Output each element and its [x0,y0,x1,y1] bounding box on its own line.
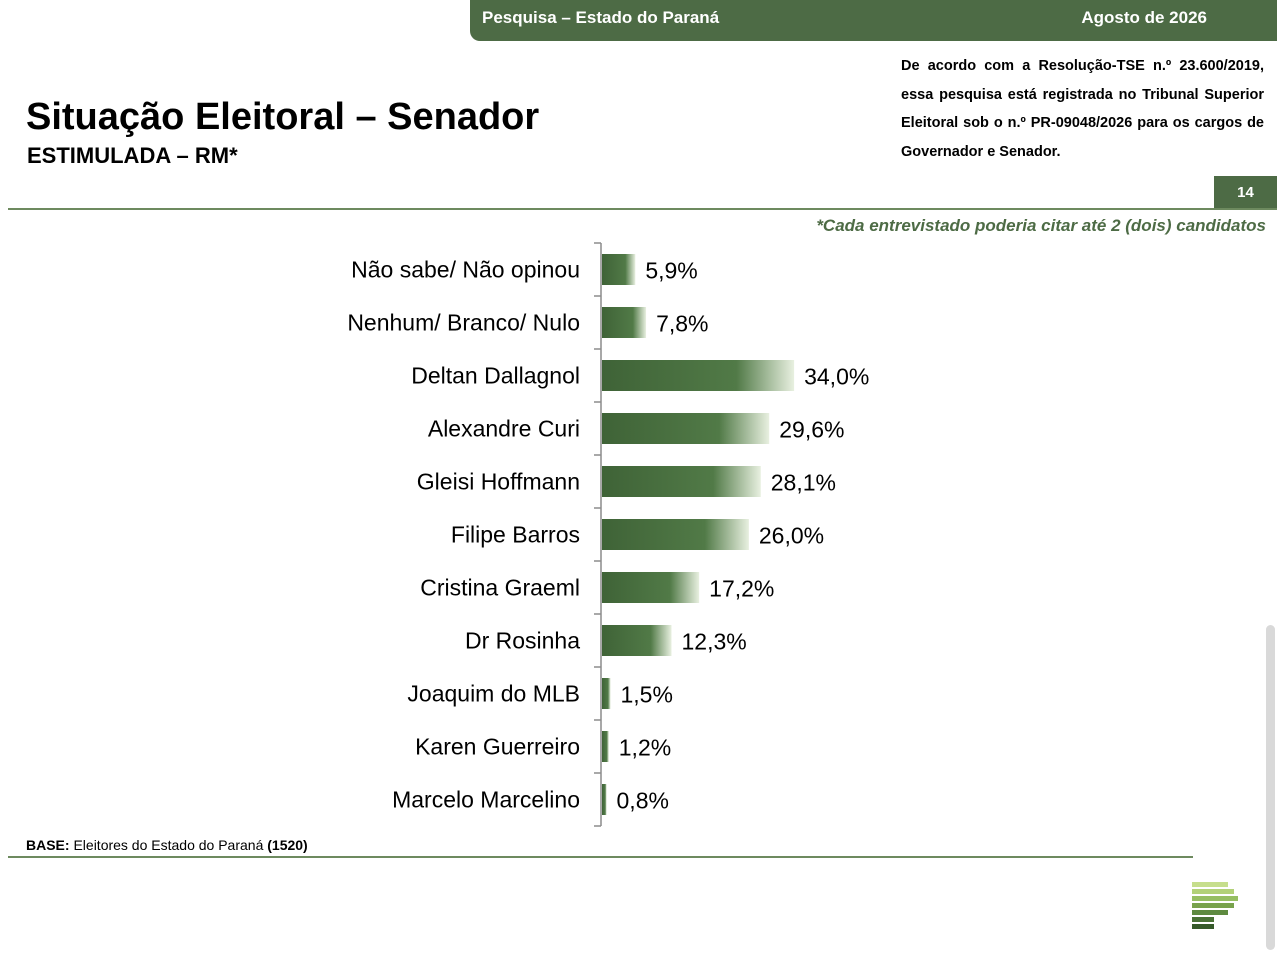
bar [602,625,672,656]
bar [602,466,761,497]
base-text: Eleitores do Estado do Paraná [73,837,264,853]
company-logo-icon [1192,882,1238,929]
bar [602,307,647,338]
page-title: Situação Eleitoral – Senador [26,96,540,138]
category-label: Joaquim do MLB [407,681,580,707]
bar [602,254,636,285]
scrollbar[interactable] [1266,625,1275,950]
bar [602,784,607,815]
header-band: Pesquisa – Estado do Paraná Agosto de 20… [470,0,1277,41]
data-label: 26,0% [759,523,824,549]
category-label: Alexandre Curi [428,416,580,442]
category-label: Nenhum/ Branco/ Nulo [347,310,580,336]
data-label: 17,2% [709,576,774,602]
bar [602,360,795,391]
top-divider [8,208,1277,210]
data-label: 28,1% [771,470,836,496]
page-subtitle: ESTIMULADA – RM* [27,143,238,168]
base-label: BASE: [26,837,70,853]
bar-chart: Não sabe/ Não opinou 5,9% Nenhum/ Branco/ … [347,242,869,827]
chart-footnote: *Cada entrevistado poderia citar até 2 (… [816,216,1266,235]
category-label: Não sabe/ Não opinou [351,257,580,283]
data-label: 0,8% [617,788,669,814]
bottom-divider [8,856,1193,858]
bar [602,413,770,444]
data-label: 12,3% [681,629,746,655]
data-label: 1,2% [619,735,671,761]
category-label: Filipe Barros [451,522,580,548]
category-label: Dr Rosinha [465,628,580,654]
data-label: 1,5% [620,682,672,708]
category-label: Gleisi Hoffmann [417,469,580,495]
bar [602,678,611,709]
survey-title: Pesquisa – Estado do Paraná [482,8,720,27]
category-label: Marcelo Marcelino [392,787,580,813]
data-label: 29,6% [779,417,844,443]
data-label: 7,8% [656,311,708,337]
category-label: Deltan Dallagnol [411,363,580,389]
page-number: 14 [1214,176,1277,209]
bar [602,731,609,762]
category-label: Karen Guerreiro [415,734,580,760]
registration-notice: De acordo com a Resolução-TSE n.º 23.600… [901,58,1264,160]
bar [602,572,700,603]
data-label: 5,9% [645,258,697,284]
base-count: (1520) [267,837,308,853]
survey-date: Agosto de 2026 [1081,8,1207,27]
category-label: Cristina Graeml [420,575,580,601]
data-label: 34,0% [804,364,869,390]
base-note: BASE: Eleitores do Estado do Paraná (152… [26,837,308,853]
bar [602,519,749,550]
